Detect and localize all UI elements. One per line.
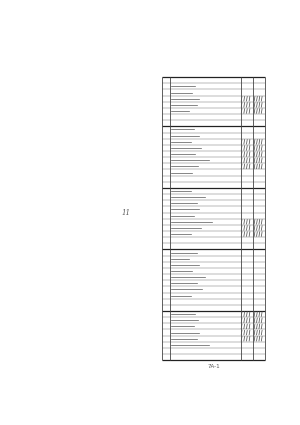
Text: 7A-1: 7A-1 [207,364,220,368]
Bar [162,77,265,360]
Text: 11: 11 [121,209,130,217]
